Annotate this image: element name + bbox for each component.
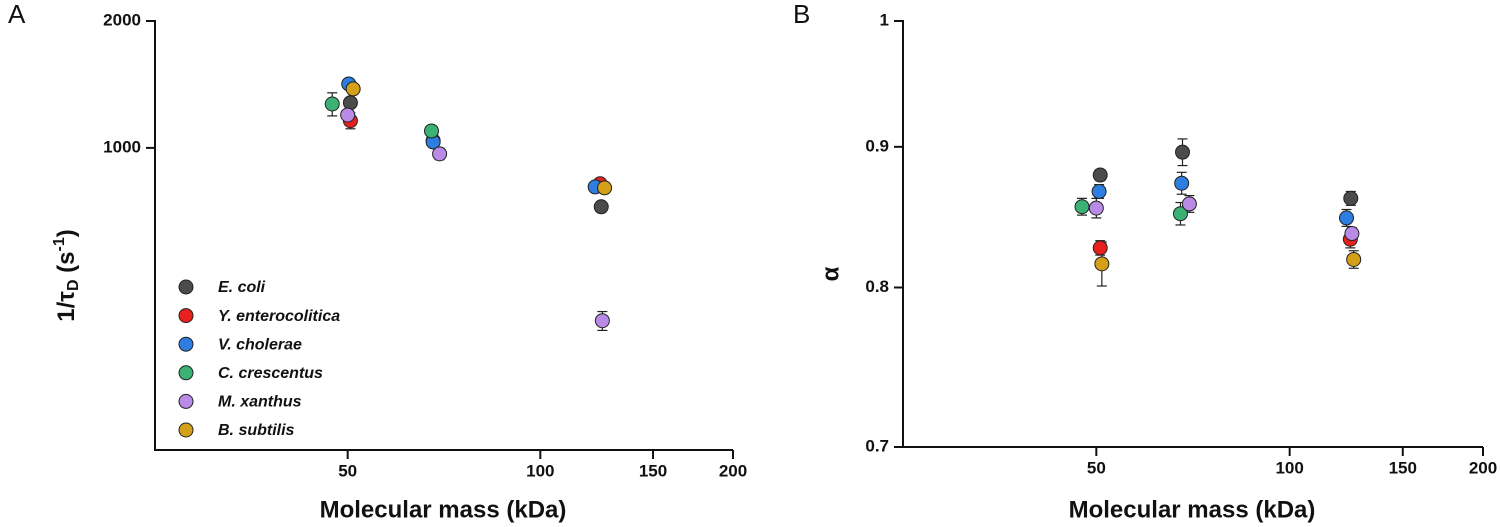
data-point (1175, 144, 1191, 160)
y-axis-label-part: (s (53, 251, 80, 279)
legend-label: M. xanthus (218, 394, 302, 411)
y-axis-label: α (817, 266, 844, 281)
x-axis-label: Molecular mass (kDa) (320, 496, 567, 523)
data-point (1092, 240, 1108, 256)
y-tick-label: 1 (880, 10, 889, 29)
panel: B 50 100 150 200 0.7 0.8 0.9 1 Molecular mass (kD… (793, 0, 1497, 523)
data-point (1092, 167, 1108, 183)
x-tick-label: 150 (639, 461, 667, 480)
x-tick-label: 100 (1275, 458, 1303, 477)
x-tick-label: 50 (1087, 458, 1106, 477)
data-point (345, 81, 361, 97)
data-point (1074, 199, 1090, 215)
y-tick-label: 0.7 (865, 436, 889, 455)
x-tick-label: 100 (526, 461, 554, 480)
legend-label: C. crescentus (218, 365, 323, 382)
x-axis-label: Molecular mass (kDa) (1069, 496, 1316, 523)
legend-marker (178, 393, 194, 409)
data-point (594, 313, 610, 329)
x-tick-label: 200 (719, 461, 747, 480)
data-point (1088, 200, 1104, 216)
data-point (342, 95, 358, 111)
data-point (340, 107, 356, 123)
legend-label: B. subtilis (218, 422, 295, 439)
y-tick-label: 2000 (103, 10, 141, 29)
legend-marker (178, 365, 194, 381)
y-axis-label-part: 1/τ (53, 291, 80, 322)
data-point (1181, 196, 1197, 212)
data-point (1346, 251, 1362, 267)
panel-label: B (793, 0, 810, 29)
x-tick-label: 50 (338, 461, 357, 480)
y-axis-label-part: D (65, 279, 82, 291)
x-tick-label: 150 (1389, 458, 1417, 477)
data-point (1091, 183, 1107, 199)
data-point (1174, 175, 1190, 191)
data-point (432, 146, 448, 162)
data-point (593, 199, 609, 215)
y-tick-label: 1000 (103, 137, 141, 156)
x-tick-label: 200 (1469, 458, 1497, 477)
panel-label: A (8, 0, 26, 29)
y-axis-label: 1/τD (s-1) (51, 229, 82, 322)
data-point (324, 96, 340, 112)
legend-label: Y. enterocolitica (218, 308, 340, 325)
data-point (423, 123, 439, 139)
legend-label: V. cholerae (218, 336, 302, 353)
y-axis-label-part: -1 (51, 237, 68, 251)
y-axis-label-part: ) (53, 229, 80, 237)
y-tick-label: 0.9 (865, 136, 889, 155)
data-point (1094, 256, 1110, 272)
data-point (1338, 210, 1354, 226)
legend-marker (178, 308, 194, 324)
legend-marker (178, 336, 194, 352)
panel: A 50 100 150 200 1000 2000 Molecular mass (kDa)… (8, 0, 747, 523)
data-point (1172, 206, 1188, 222)
y-tick-label: 0.8 (865, 277, 889, 296)
legend-marker (178, 422, 194, 438)
legend-label: E. coli (218, 279, 266, 296)
data-point (597, 180, 613, 196)
data-point (1343, 190, 1359, 206)
data-point (1344, 226, 1360, 242)
legend-marker (178, 279, 194, 295)
